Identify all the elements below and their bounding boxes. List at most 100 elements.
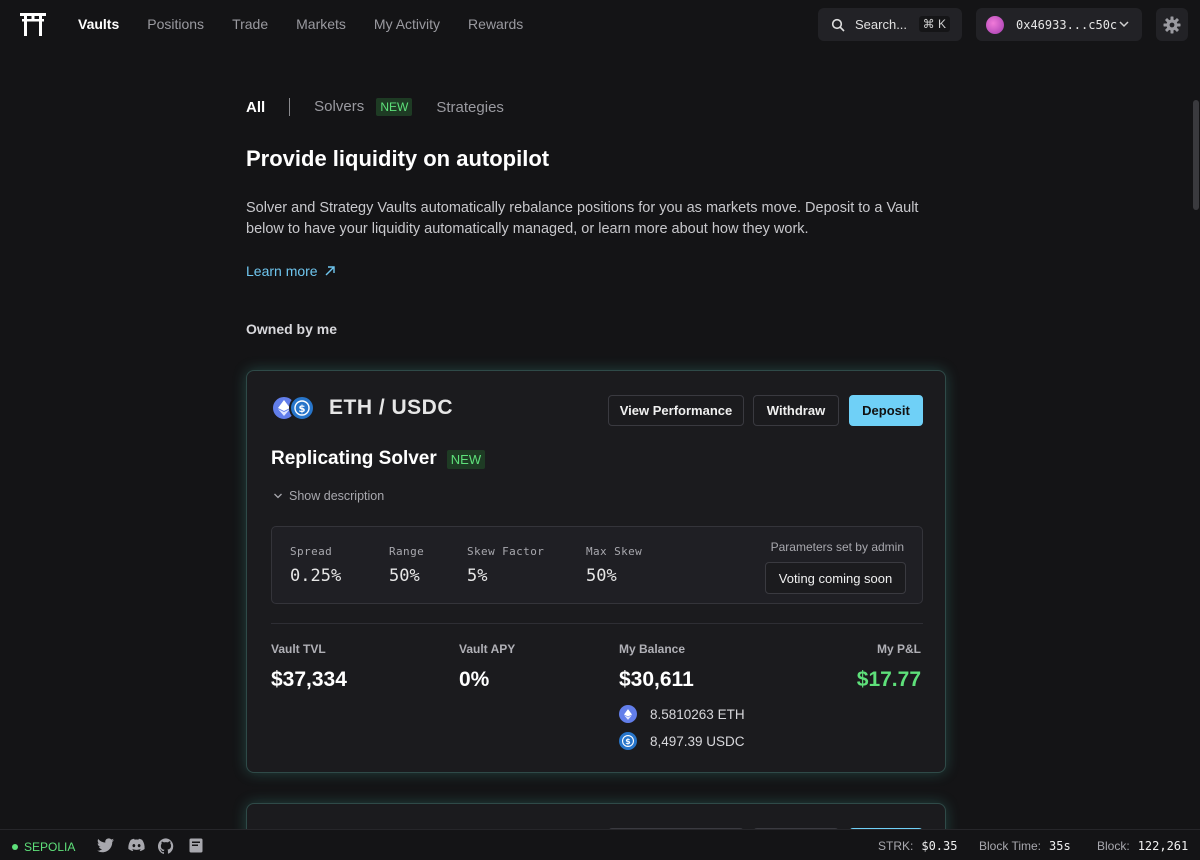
card-button-edge xyxy=(753,828,839,838)
intro-text: Solver and Strategy Vaults automatically… xyxy=(246,200,919,237)
admin-note: Parameters set by admin xyxy=(770,540,904,554)
learn-more-label: Learn more xyxy=(246,263,318,279)
param-spread: Spread 0.25% xyxy=(290,545,341,586)
tab-divider xyxy=(289,98,291,116)
show-description-toggle[interactable]: Show description xyxy=(273,489,384,503)
nav-trade[interactable]: Trade xyxy=(232,16,269,32)
twitter-icon[interactable] xyxy=(97,838,114,853)
vault-card: $ ETH / USDC View Performance Withdraw D… xyxy=(246,370,946,773)
stat-value: 0% xyxy=(459,668,490,691)
section-heading: Owned by me xyxy=(246,321,338,337)
withdraw-button[interactable]: Withdraw xyxy=(753,395,839,426)
network-dot xyxy=(12,844,18,850)
param-skew-factor: Skew Factor 5% xyxy=(467,545,544,586)
tab-strategies[interactable]: Strategies xyxy=(436,98,504,116)
status-footer: SEPOLIA STRK: $0.35 Block Time: 35s Block:… xyxy=(0,829,1200,860)
new-badge: NEW xyxy=(376,98,413,116)
tab-all[interactable]: All xyxy=(246,98,266,116)
block-number: Block: 122,261 xyxy=(1097,839,1188,853)
nav-markets[interactable]: Markets xyxy=(296,16,346,32)
search-label: Search... xyxy=(855,17,908,32)
search-shortcut: ⌘ K xyxy=(918,16,950,32)
stat-value: $37,334 xyxy=(271,668,347,691)
view-performance-button[interactable]: View Performance xyxy=(608,395,744,426)
param-label: Skew Factor xyxy=(467,545,545,558)
stat-label: My P&L xyxy=(876,642,921,656)
external-link-icon xyxy=(325,266,335,276)
block-value: 122,261 xyxy=(1137,839,1189,853)
vault-name: Replicating Solver NEW xyxy=(271,448,486,470)
pair-name: ETH / USDC xyxy=(329,396,454,419)
card-button-edge xyxy=(608,828,744,838)
wallet-avatar xyxy=(986,15,1004,34)
stat-value: $30,611 xyxy=(619,668,694,691)
show-description-label: Show description xyxy=(289,489,385,503)
stat-label: Vault TVL xyxy=(271,642,326,656)
param-value: 50% xyxy=(586,566,617,586)
param-value: 0.25% xyxy=(290,566,342,586)
param-label: Max Skew xyxy=(586,545,643,558)
nav-my-activity[interactable]: My Activity xyxy=(373,16,441,32)
param-value: 50% xyxy=(389,566,420,586)
learn-more-link[interactable]: Learn more xyxy=(246,263,336,279)
block-label: Block: xyxy=(1097,839,1130,853)
torii-logo-icon[interactable] xyxy=(20,12,46,36)
chevron-down-icon xyxy=(274,493,282,499)
strk-value: $0.35 xyxy=(921,839,958,853)
pair-header: $ ETH / USDC xyxy=(271,395,453,421)
tab-solvers[interactable]: Solvers NEW xyxy=(314,98,413,116)
strk-label: STRK: xyxy=(878,839,914,853)
wallet-button[interactable]: 0x46933...c50c xyxy=(976,8,1142,41)
param-label: Spread xyxy=(290,545,333,558)
network-label: SEPOLIA xyxy=(24,840,76,854)
wallet-address: 0x46933...c50c xyxy=(1016,17,1118,32)
vault-tabs: All Solvers NEW Strategies xyxy=(246,98,504,116)
usdc-icon: $ xyxy=(619,732,637,750)
nav-rewards[interactable]: Rewards xyxy=(468,16,524,32)
strk-price: STRK: $0.35 xyxy=(878,839,957,853)
block-time-label: Block Time: xyxy=(979,839,1042,853)
github-icon[interactable] xyxy=(158,838,174,854)
svg-text:$: $ xyxy=(299,404,306,415)
divider xyxy=(271,623,923,624)
holding-usdc-amount: 8,497.39 USDC xyxy=(650,733,745,749)
top-nav: Vaults Positions Trade Markets My Activi… xyxy=(0,0,1200,50)
param-max-skew: Max Skew 50% xyxy=(586,545,642,586)
settings-button[interactable] xyxy=(1156,8,1188,41)
nav-vaults[interactable]: Vaults xyxy=(78,16,120,32)
block-time: Block Time: 35s xyxy=(979,839,1071,853)
stat-value: $17.77 xyxy=(856,668,921,691)
holding-usdc: $ 8,497.39 USDC xyxy=(619,732,745,750)
svg-text:$: $ xyxy=(625,737,630,746)
card-button-edge xyxy=(849,828,923,838)
stat-my-balance: My Balance $30,611 xyxy=(619,642,694,692)
holding-eth-amount: 8.5810263 ETH xyxy=(650,706,745,722)
stat-vault-tvl: Vault TVL $37,334 xyxy=(271,642,347,692)
vault-name-label: Replicating Solver xyxy=(271,448,437,469)
block-time-value: 35s xyxy=(1049,839,1071,853)
new-badge: NEW xyxy=(446,449,486,469)
discord-icon[interactable] xyxy=(128,838,145,853)
voting-button[interactable]: Voting coming soon xyxy=(765,562,906,594)
nav-positions[interactable]: Positions xyxy=(147,16,205,32)
stat-vault-apy: Vault APY 0% xyxy=(459,642,515,692)
deposit-button[interactable]: Deposit xyxy=(849,395,923,426)
page-title: Provide liquidity on autopilot xyxy=(246,146,550,171)
page-scrollbar[interactable] xyxy=(1193,100,1199,210)
chevron-down-icon xyxy=(1119,21,1129,28)
gear-icon xyxy=(1163,16,1181,33)
eth-icon xyxy=(619,705,637,723)
docs-icon[interactable] xyxy=(189,838,203,853)
search-button[interactable]: Search... ⌘ K xyxy=(818,8,962,41)
stat-label: My Balance xyxy=(619,642,686,656)
usdc-icon: $ xyxy=(289,395,315,421)
stat-my-pnl: My P&L $17.77 xyxy=(857,642,921,692)
holding-eth: 8.5810263 ETH xyxy=(619,705,745,723)
param-label: Range xyxy=(389,545,425,558)
tab-solvers-label: Solvers xyxy=(314,98,365,115)
param-value: 5% xyxy=(467,566,488,586)
parameters-panel: Spread 0.25% Range 50% Skew Factor 5% Ma… xyxy=(271,526,923,604)
param-range: Range 50% xyxy=(389,545,424,586)
network-indicator: SEPOLIA xyxy=(12,840,75,854)
search-icon xyxy=(831,18,845,32)
